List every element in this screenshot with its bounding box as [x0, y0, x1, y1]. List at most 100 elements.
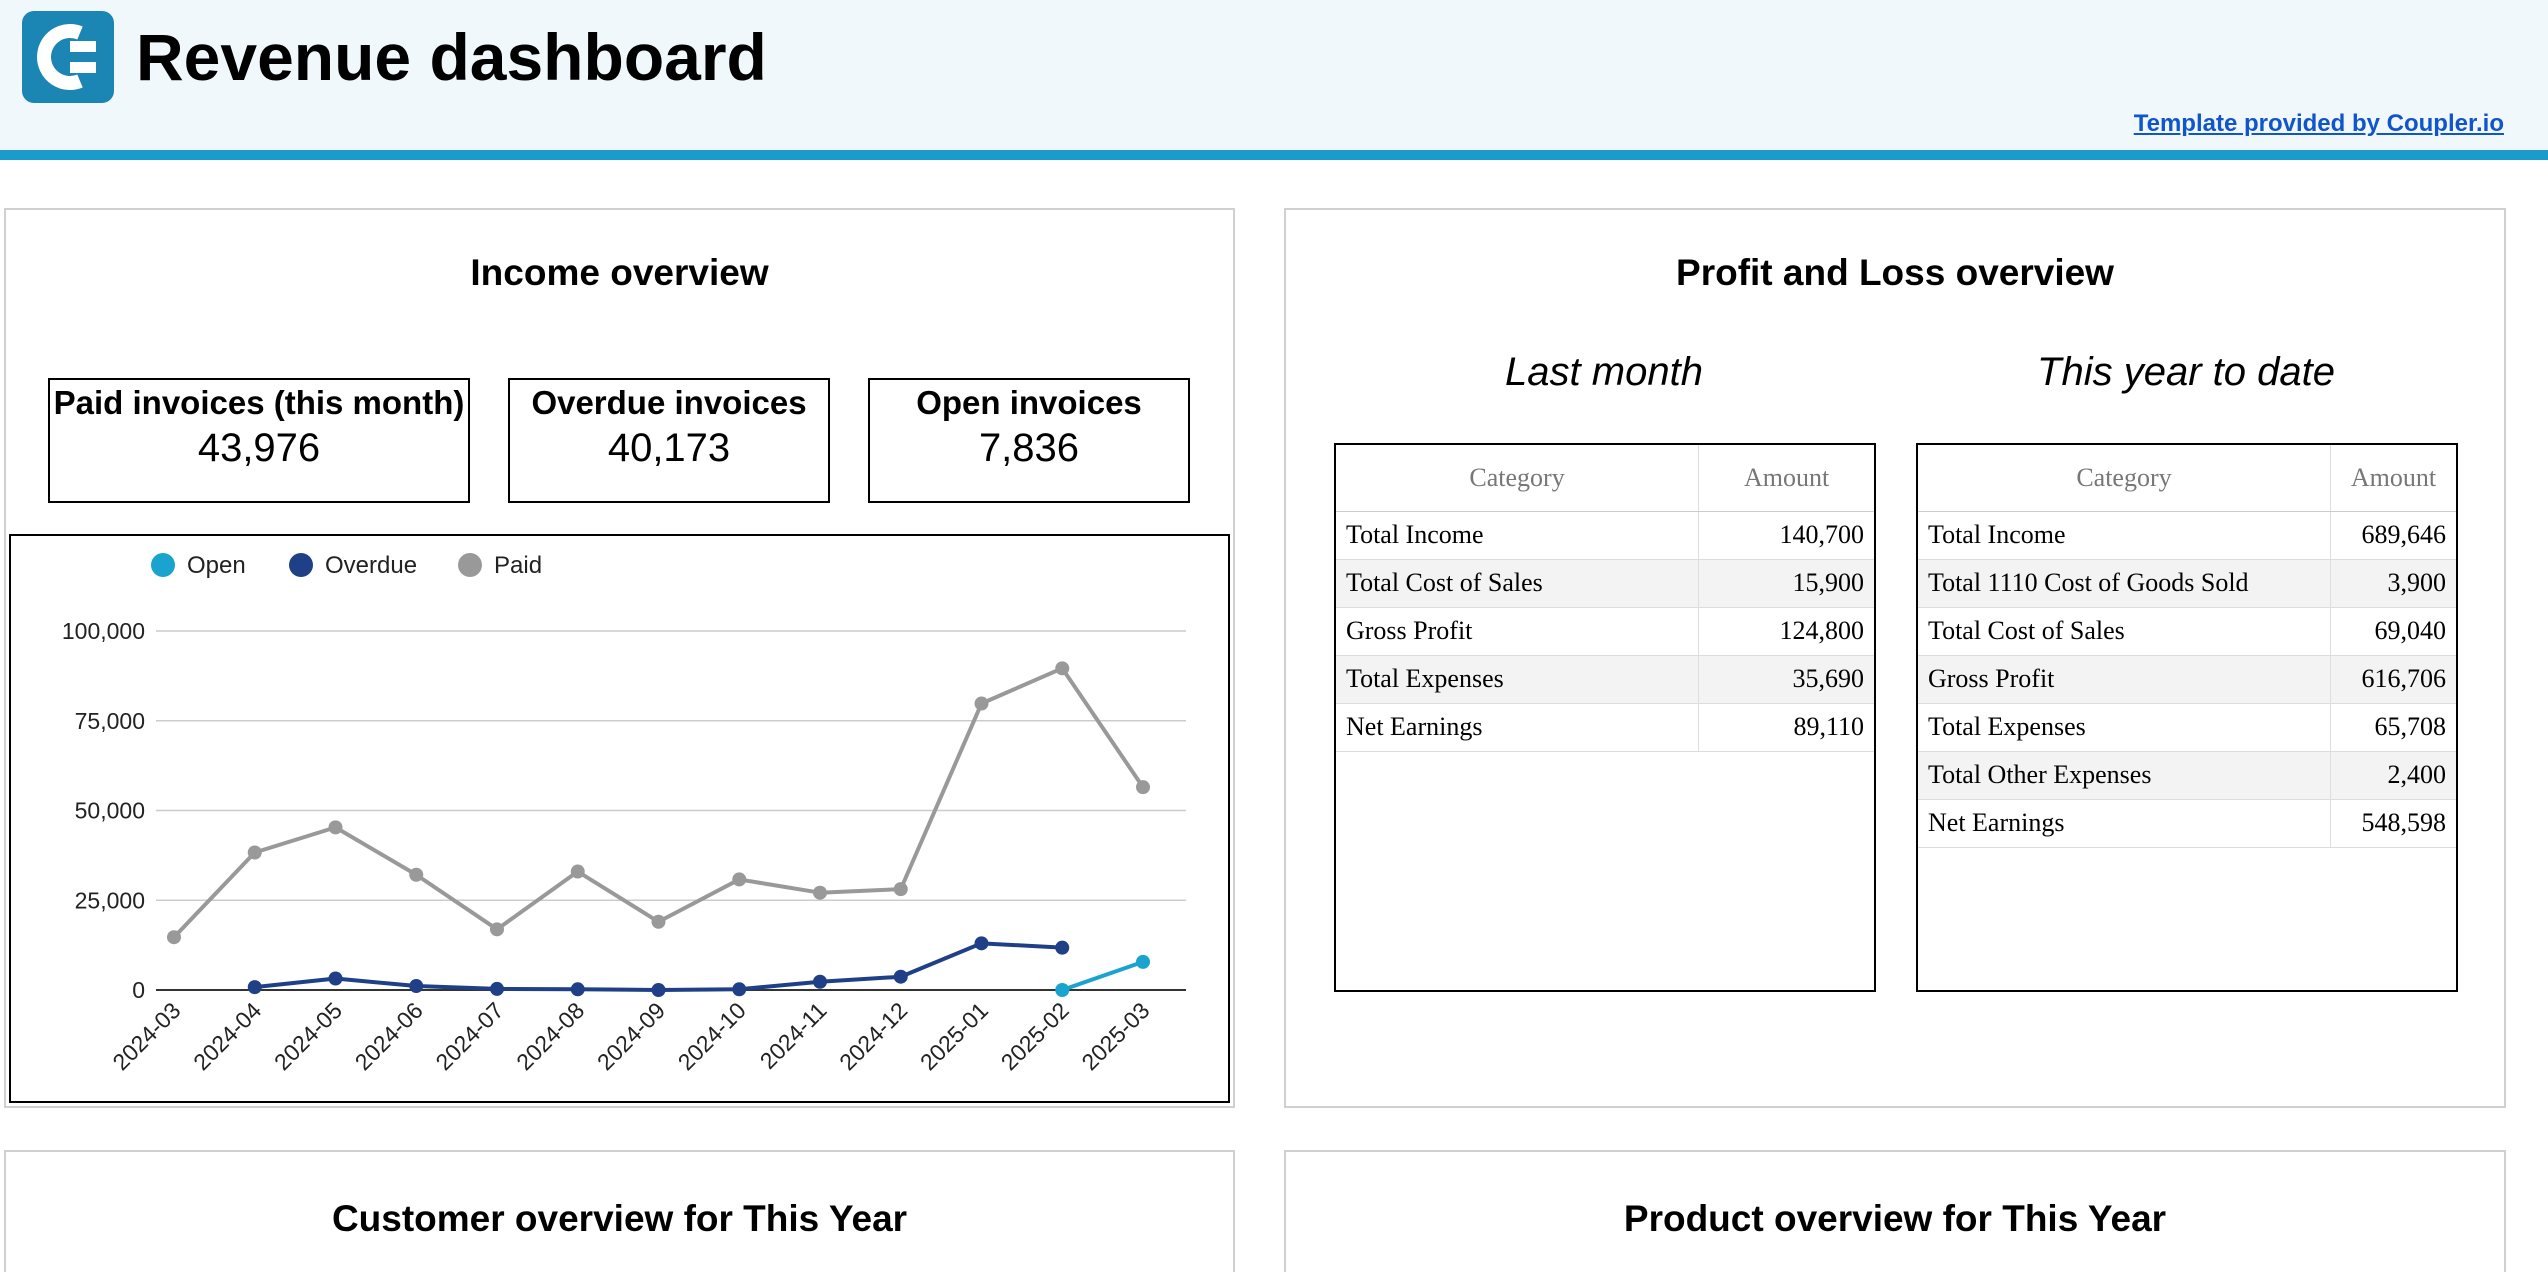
table-row: Net Earnings 548,598: [1918, 799, 2456, 848]
y-tick-label: 0: [132, 977, 145, 1003]
table-row: Total 1110 Cost of Goods Sold 3,900: [1918, 559, 2456, 608]
data-point-overdue: [651, 983, 666, 997]
data-point-overdue: [813, 974, 827, 989]
data-point-paid: [1136, 780, 1150, 795]
table-row: Gross Profit 124,800: [1336, 607, 1874, 656]
kpi-label: Paid invoices (this month): [53, 384, 465, 421]
customer-overview-panel: [4, 1150, 1235, 1272]
table-row: Total Cost of Sales 15,900: [1336, 559, 1874, 608]
page-header: Revenue dashboard Template provided by C…: [0, 0, 2548, 150]
x-tick-label: 2024-12: [834, 997, 912, 1075]
amount-cell: 548,598: [2330, 799, 2456, 848]
data-point-paid: [490, 922, 504, 937]
category-cell: Total Other Expenses: [1918, 751, 2331, 800]
column-header-amount[interactable]: Amount: [2330, 445, 2456, 512]
x-tick-label: 2024-09: [592, 997, 670, 1075]
amount-cell: 89,110: [1698, 703, 1874, 752]
series-line-open: [1061, 959, 1144, 992]
last-month-title: Last month: [1505, 350, 1703, 394]
data-point-overdue: [1055, 940, 1070, 955]
coupler-logo-icon[interactable]: [22, 11, 114, 103]
kpi-value: 40,173: [607, 426, 731, 470]
category-cell: Total Cost of Sales: [1336, 559, 1700, 608]
data-point-paid: [1055, 661, 1070, 676]
category-cell: Total Income: [1918, 511, 2331, 560]
table-row: Total Expenses 35,690: [1336, 655, 1874, 704]
income-overview-title: Income overview: [470, 252, 769, 293]
y-tick-label: 100,000: [62, 618, 145, 644]
invoice-line-chart[interactable]: 0 25,000 50,000 75,000 100,000 2024-03 2024-04…: [9, 534, 1230, 1103]
amount-cell: 15,900: [1698, 559, 1874, 608]
x-tick-label: 2024-04: [188, 997, 266, 1075]
data-point-paid: [247, 845, 262, 860]
x-tick-label: 2024-07: [430, 997, 508, 1075]
header-accent-bar: [0, 150, 2548, 160]
column-header-amount[interactable]: Amount: [1698, 445, 1874, 512]
category-cell: Total Expenses: [1918, 703, 2331, 752]
product-overview-title: Product overview for This Year: [1623, 1198, 2167, 1239]
data-point-overdue: [409, 979, 424, 994]
series-line-overdue: [254, 941, 1063, 992]
chart-canvas: 0 25,000 50,000 75,000 100,000 2024-03 2024-04…: [62, 552, 1186, 1075]
data-point-overdue: [570, 982, 585, 997]
category-cell: Net Earnings: [1336, 703, 1700, 752]
data-point-paid: [732, 872, 747, 887]
column-header-category[interactable]: Category: [1336, 445, 1700, 512]
data-point-paid: [167, 930, 181, 945]
data-point-overdue: [490, 981, 504, 996]
data-point-overdue: [974, 936, 989, 951]
legend-marker-open: [151, 553, 175, 577]
data-point-paid: [893, 882, 908, 897]
x-tick-label: 2024-05: [269, 997, 347, 1075]
y-tick-label: 25,000: [75, 887, 145, 913]
data-point-paid: [409, 867, 424, 882]
page-title: Revenue dashboard: [136, 20, 767, 94]
table-row: Total Income 689,646: [1918, 511, 2456, 560]
x-tick-label: 2024-03: [107, 997, 185, 1075]
data-point-paid: [974, 696, 989, 711]
pl-overview-title: Profit and Loss overview: [1676, 252, 2114, 293]
x-tick-label: 2025-02: [996, 997, 1074, 1075]
data-point-open: [1136, 954, 1150, 969]
data-point-open: [1055, 983, 1070, 997]
kpi-open-invoices: Open invoices 7,836: [868, 378, 1190, 503]
column-header-category[interactable]: Category: [1918, 445, 2331, 512]
amount-cell: 2,400: [2330, 751, 2456, 800]
data-point-overdue: [732, 982, 747, 997]
customer-overview-title: Customer overview for This Year: [331, 1198, 908, 1239]
table-row: Total Other Expenses 2,400: [1918, 751, 2456, 800]
legend-label-open: Open: [187, 552, 246, 579]
legend-marker-overdue: [289, 553, 313, 577]
series-line-paid: [172, 666, 1145, 939]
kpi-paid-invoices: Paid invoices (this month) 43,976: [48, 378, 470, 503]
x-tick-label: 2025-01: [915, 997, 993, 1075]
table-row: Total Expenses 65,708: [1918, 703, 2456, 752]
data-point-paid: [813, 885, 827, 900]
table-row: Total Cost of Sales 69,040: [1918, 607, 2456, 656]
y-tick-label: 50,000: [75, 798, 145, 824]
legend-label-paid: Paid: [494, 552, 542, 579]
product-overview-panel: [1284, 1150, 2506, 1272]
data-point-overdue: [247, 980, 262, 995]
kpi-overdue-invoices: Overdue invoices 40,173: [508, 378, 830, 503]
last-month-table: Category Amount Total Income 140,700 Total…: [1334, 443, 1876, 992]
amount-cell: 140,700: [1698, 511, 1874, 560]
amount-cell: 65,708: [2330, 703, 2456, 752]
x-tick-label: 2024-11: [755, 997, 832, 1074]
table-row: Total Income 140,700: [1336, 511, 1874, 560]
category-cell: Total Income: [1336, 511, 1700, 560]
kpi-value: 7,836: [978, 426, 1080, 470]
category-cell: Total Cost of Sales: [1918, 607, 2331, 656]
template-credit-link[interactable]: Template provided by Coupler.io: [2133, 110, 2504, 137]
category-cell: Total Expenses: [1336, 655, 1700, 704]
data-point-overdue: [893, 969, 908, 984]
x-tick-label: 2024-06: [350, 997, 428, 1075]
category-cell: Gross Profit: [1918, 655, 2331, 704]
amount-cell: 69,040: [2330, 607, 2456, 656]
amount-cell: 616,706: [2330, 655, 2456, 704]
ytd-title: This year to date: [2037, 350, 2335, 394]
category-cell: Total 1110 Cost of Goods Sold: [1918, 559, 2331, 608]
amount-cell: 35,690: [1698, 655, 1874, 704]
data-point-paid: [570, 864, 585, 879]
data-point-paid: [651, 914, 666, 929]
